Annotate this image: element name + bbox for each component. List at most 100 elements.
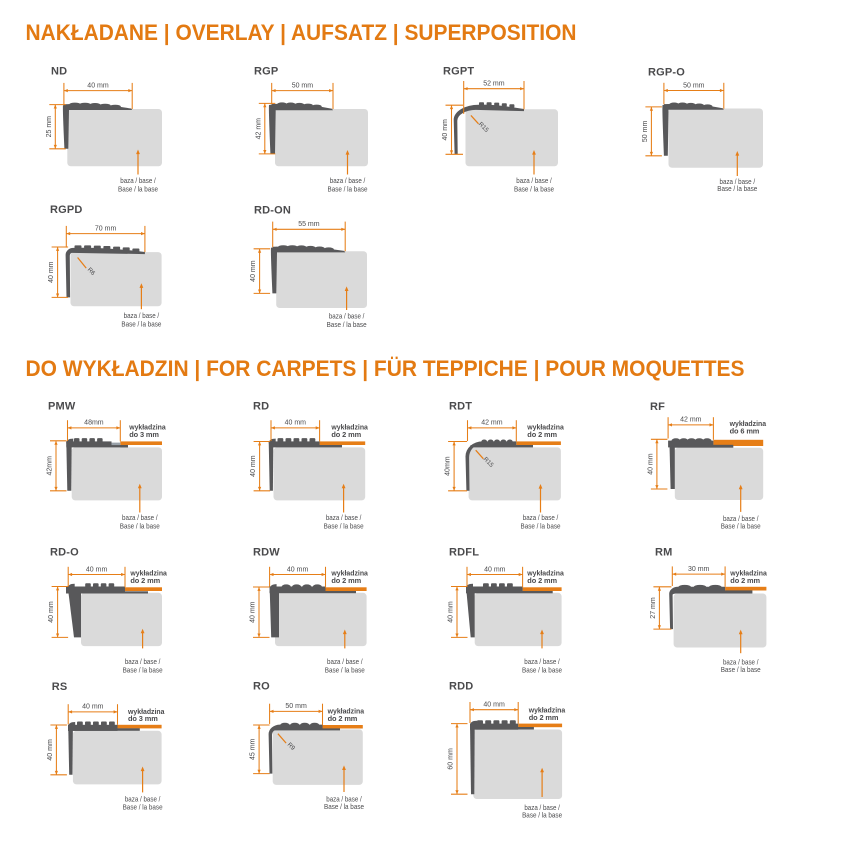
svg-text:Base / la base: Base / la base <box>120 521 160 530</box>
svg-text:do 2 mm: do 2 mm <box>527 430 557 439</box>
svg-text:Base / la base: Base / la base <box>328 184 368 193</box>
svg-text:baza / base /: baza / base / <box>523 513 559 522</box>
svg-text:RGPD: RGPD <box>50 204 83 216</box>
svg-text:baza / base /: baza / base / <box>720 177 756 186</box>
svg-text:do 6 mm: do 6 mm <box>730 426 760 435</box>
svg-text:baza / base /: baza / base / <box>327 657 363 666</box>
svg-text:wykładzina: wykładzina <box>330 423 368 432</box>
svg-text:baza / base /: baza / base / <box>524 803 560 812</box>
svg-text:60 mm: 60 mm <box>448 748 455 770</box>
svg-text:baza / base /: baza / base / <box>326 794 362 803</box>
svg-text:40 mm: 40 mm <box>87 82 109 89</box>
svg-text:RDT: RDT <box>449 400 472 412</box>
svg-text:RD-ON: RD-ON <box>254 204 291 216</box>
svg-text:wykładzina: wykładzina <box>327 706 365 715</box>
svg-text:baza / base /: baza / base / <box>124 311 160 320</box>
svg-text:Base / la base: Base / la base <box>121 319 161 328</box>
svg-text:wykładzina: wykładzina <box>128 423 166 432</box>
svg-text:R9: R9 <box>286 741 297 752</box>
svg-text:Base / la base: Base / la base <box>721 665 761 674</box>
svg-text:baza / base /: baza / base / <box>723 514 759 523</box>
svg-text:do 2 mm: do 2 mm <box>130 576 160 585</box>
svg-text:40 mm: 40 mm <box>48 601 55 623</box>
svg-text:wykładzina: wykładzina <box>127 707 165 716</box>
svg-text:RF: RF <box>650 401 665 413</box>
svg-text:wykładzina: wykładzina <box>526 423 564 432</box>
svg-text:do 2 mm: do 2 mm <box>331 576 361 585</box>
svg-text:R6: R6 <box>86 266 97 277</box>
svg-text:42 mm: 42 mm <box>481 420 503 427</box>
svg-text:Base / la base: Base / la base <box>514 184 554 193</box>
svg-text:48mm: 48mm <box>84 420 104 427</box>
svg-text:50 mm: 50 mm <box>285 703 307 710</box>
svg-text:Base / la base: Base / la base <box>522 665 562 674</box>
svg-text:42 mm: 42 mm <box>680 417 702 424</box>
svg-text:wykładzina: wykładzina <box>129 568 167 577</box>
svg-text:do 3 mm: do 3 mm <box>128 714 158 723</box>
svg-text:do 2 mm: do 2 mm <box>527 576 557 585</box>
svg-text:RGP: RGP <box>254 65 278 77</box>
svg-text:baza / base /: baza / base / <box>723 657 759 666</box>
svg-text:40 mm: 40 mm <box>648 453 655 475</box>
svg-text:55 mm: 55 mm <box>298 221 320 228</box>
svg-text:baza / base /: baza / base / <box>326 513 362 522</box>
svg-text:NAKŁADANE | OVERLAY | AUFSATZ: NAKŁADANE | OVERLAY | AUFSATZ | SUPERPOS… <box>26 20 577 45</box>
svg-text:RD-O: RD-O <box>50 546 79 558</box>
svg-text:40 mm: 40 mm <box>285 420 307 427</box>
svg-text:do 2 mm: do 2 mm <box>328 714 358 723</box>
svg-text:baza / base /: baza / base / <box>516 176 552 185</box>
svg-text:40 mm: 40 mm <box>82 704 104 711</box>
svg-text:50 mm: 50 mm <box>642 121 649 143</box>
svg-text:baza / base /: baza / base / <box>330 176 366 185</box>
svg-text:70 mm: 70 mm <box>95 225 117 232</box>
svg-text:wykładzina: wykładzina <box>330 568 368 577</box>
svg-text:40mm: 40mm <box>445 456 452 476</box>
svg-text:Base / la base: Base / la base <box>324 521 364 530</box>
svg-text:RGPT: RGPT <box>443 65 474 77</box>
svg-text:50 mm: 50 mm <box>292 82 314 89</box>
svg-text:baza / base /: baza / base / <box>329 312 365 321</box>
svg-text:RDFL: RDFL <box>449 546 479 558</box>
svg-text:40 mm: 40 mm <box>484 566 506 573</box>
svg-text:42 mm: 42 mm <box>255 118 262 140</box>
svg-text:Base / la base: Base / la base <box>522 810 562 819</box>
svg-text:Base / la base: Base / la base <box>721 521 761 530</box>
svg-text:RDD: RDD <box>449 680 473 692</box>
svg-text:Base / la base: Base / la base <box>717 184 757 193</box>
svg-text:52 mm: 52 mm <box>483 81 505 88</box>
svg-text:Base / la base: Base / la base <box>123 802 163 811</box>
svg-text:wykładzina: wykładzina <box>729 419 767 428</box>
svg-text:ND: ND <box>51 65 67 77</box>
svg-text:Base / la base: Base / la base <box>123 665 163 674</box>
svg-text:40 mm: 40 mm <box>48 261 55 283</box>
svg-text:Base / la base: Base / la base <box>118 184 158 193</box>
svg-text:baza / base /: baza / base / <box>120 176 156 185</box>
svg-text:Base / la base: Base / la base <box>327 320 367 329</box>
svg-text:wykładzina: wykładzina <box>526 568 564 577</box>
svg-text:40 mm: 40 mm <box>86 566 108 573</box>
svg-text:40 mm: 40 mm <box>483 702 505 709</box>
svg-text:30 mm: 30 mm <box>688 566 710 573</box>
svg-text:40 mm: 40 mm <box>442 119 449 141</box>
svg-text:40 mm: 40 mm <box>47 739 54 761</box>
svg-text:baza / base /: baza / base / <box>125 795 161 804</box>
svg-text:RD: RD <box>253 400 269 412</box>
svg-text:wykładzina: wykładzina <box>729 568 767 577</box>
svg-text:Base / la base: Base / la base <box>324 802 364 811</box>
svg-text:RDW: RDW <box>253 546 280 558</box>
svg-text:40 mm: 40 mm <box>287 566 309 573</box>
svg-text:baza / base /: baza / base / <box>524 657 560 666</box>
svg-text:Base / la base: Base / la base <box>325 665 365 674</box>
svg-text:baza / base /: baza / base / <box>125 657 161 666</box>
svg-text:DO WYKŁADZIN | FOR CARPETS | F: DO WYKŁADZIN | FOR CARPETS | FÜR TEPPICH… <box>26 356 745 381</box>
svg-text:40 mm: 40 mm <box>250 260 257 282</box>
svg-text:do 2 mm: do 2 mm <box>730 576 760 585</box>
svg-text:40 mm: 40 mm <box>448 601 455 623</box>
svg-text:RO: RO <box>253 680 270 692</box>
svg-text:42mm: 42mm <box>47 456 54 476</box>
svg-text:PMW: PMW <box>48 400 76 412</box>
svg-text:RGP-O: RGP-O <box>648 66 685 78</box>
svg-text:25 mm: 25 mm <box>46 116 53 138</box>
svg-text:do 3 mm: do 3 mm <box>129 430 159 439</box>
svg-text:do 2 mm: do 2 mm <box>331 430 361 439</box>
